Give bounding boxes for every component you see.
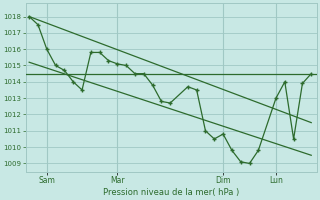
X-axis label: Pression niveau de la mer( hPa ): Pression niveau de la mer( hPa ): [103, 188, 239, 197]
